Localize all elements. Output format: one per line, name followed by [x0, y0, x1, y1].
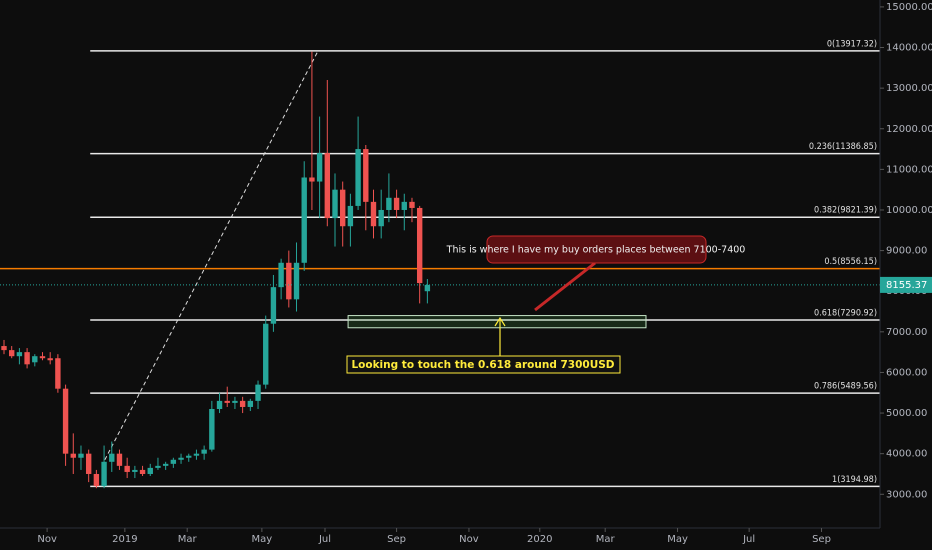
callout-text: This is where I have my buy orders place… — [446, 245, 746, 256]
candle-body — [309, 177, 315, 182]
y-tick-label: 3000.00 — [886, 489, 927, 500]
fib-label: 0.618(7290.92) — [814, 309, 877, 319]
candle-body — [286, 262, 292, 300]
y-tick-label: 4000.00 — [886, 449, 927, 460]
candle-body — [24, 352, 30, 365]
candle-body — [209, 408, 215, 450]
note-box — [346, 355, 621, 374]
y-tick-label: 12000.00 — [886, 124, 932, 135]
y-tick-label: 14000.00 — [886, 43, 932, 54]
candle-body — [132, 469, 138, 472]
fib-label: 1(3194.98) — [832, 475, 877, 485]
candle-body — [255, 384, 261, 401]
candle-body — [293, 262, 300, 300]
candle-body — [186, 455, 192, 458]
callout-arrow — [534, 261, 596, 312]
candle-body — [9, 350, 15, 357]
candle-body — [139, 469, 146, 474]
candle-body — [201, 449, 207, 454]
y-tick-label: 5000.00 — [886, 408, 927, 419]
note-text: Looking to touch the 0.618 around 7300US… — [351, 359, 614, 371]
candle-body — [270, 287, 277, 324]
candle-body — [332, 189, 338, 219]
candle-body — [109, 453, 115, 462]
candle-body — [162, 463, 169, 466]
y-tick-label: 7000.00 — [886, 327, 927, 338]
candle-body — [85, 453, 92, 474]
x-tick-label: Jul — [318, 534, 331, 545]
note-arrowhead — [494, 316, 506, 327]
x-tick-label: Nov — [459, 534, 479, 545]
fib-label: 0.236(11386.85) — [809, 142, 877, 152]
candle-body — [239, 400, 246, 407]
candle-body — [101, 461, 107, 487]
y-tick-label: 6000.00 — [886, 367, 927, 378]
candle-body — [39, 356, 46, 359]
last-price-tag — [880, 276, 932, 293]
candle-body — [247, 400, 254, 407]
candle-body — [301, 177, 307, 263]
last-price-label: 8155.37 — [886, 280, 927, 291]
candle-body — [316, 153, 323, 182]
candle-body — [347, 205, 354, 227]
x-tick-label: May — [252, 534, 273, 545]
candle-body — [116, 453, 123, 466]
candle-body — [193, 453, 200, 456]
callout-box — [486, 235, 707, 264]
fib-label: 0.382(9821.39) — [814, 206, 877, 216]
candle-body — [355, 149, 361, 206]
fib-layer: 0(13917.32) 0.236(11386.85) 0.382(9821.39)… — [0, 39, 880, 488]
candle-body — [47, 358, 53, 361]
x-tick-label: Jul — [742, 534, 755, 545]
candle-body — [70, 453, 76, 458]
y-tick-label: 10000.00 — [886, 205, 932, 216]
x-tick-label: Nov — [37, 534, 57, 545]
candle-body — [178, 457, 184, 460]
x-tick-label: Sep — [387, 534, 406, 545]
candle-body — [224, 400, 230, 403]
candle-body — [409, 201, 415, 208]
candle-body — [416, 207, 423, 284]
fib-label: 0(13917.32) — [827, 39, 877, 49]
candles — [1, 51, 431, 489]
x-tick-label: Mar — [596, 534, 616, 545]
candle-body — [363, 149, 369, 202]
y-tick-label: 15000.00 — [886, 2, 932, 13]
candle-body — [155, 465, 161, 468]
x-tick-label: Mar — [178, 534, 198, 545]
candle-body — [124, 465, 130, 472]
y-tick-label: 13000.00 — [886, 83, 932, 94]
candle-body — [393, 197, 400, 210]
fib-label: 0.786(5489.56) — [814, 382, 877, 392]
candle-body — [263, 323, 269, 385]
candle-body — [32, 356, 38, 363]
candle-body — [16, 352, 23, 357]
candle-body — [1, 346, 7, 351]
fib-label: 0.5(8556.15) — [824, 257, 877, 267]
candle-body — [55, 358, 61, 389]
x-tick-label: Sep — [812, 534, 831, 545]
candle-body — [147, 467, 153, 474]
candle-body — [324, 153, 330, 219]
candle-body — [62, 388, 69, 454]
candle-body — [170, 459, 177, 464]
candle-body — [378, 209, 384, 227]
x-tick-label: 2019 — [112, 534, 137, 545]
candle-body — [216, 400, 223, 409]
candle-body — [278, 262, 284, 288]
x-tick-label: 2020 — [527, 534, 552, 545]
candle-body — [93, 473, 100, 487]
candle-body — [232, 400, 238, 403]
candle-body — [401, 201, 407, 210]
candle-body — [340, 189, 346, 227]
y-tick-label: 9000.00 — [886, 246, 927, 257]
candle-body — [424, 284, 431, 292]
x-tick-label: May — [667, 534, 688, 545]
y-tick-label: 11000.00 — [886, 164, 932, 175]
candle-body — [370, 201, 377, 227]
candle-body — [78, 453, 84, 458]
candle-body — [386, 197, 392, 210]
